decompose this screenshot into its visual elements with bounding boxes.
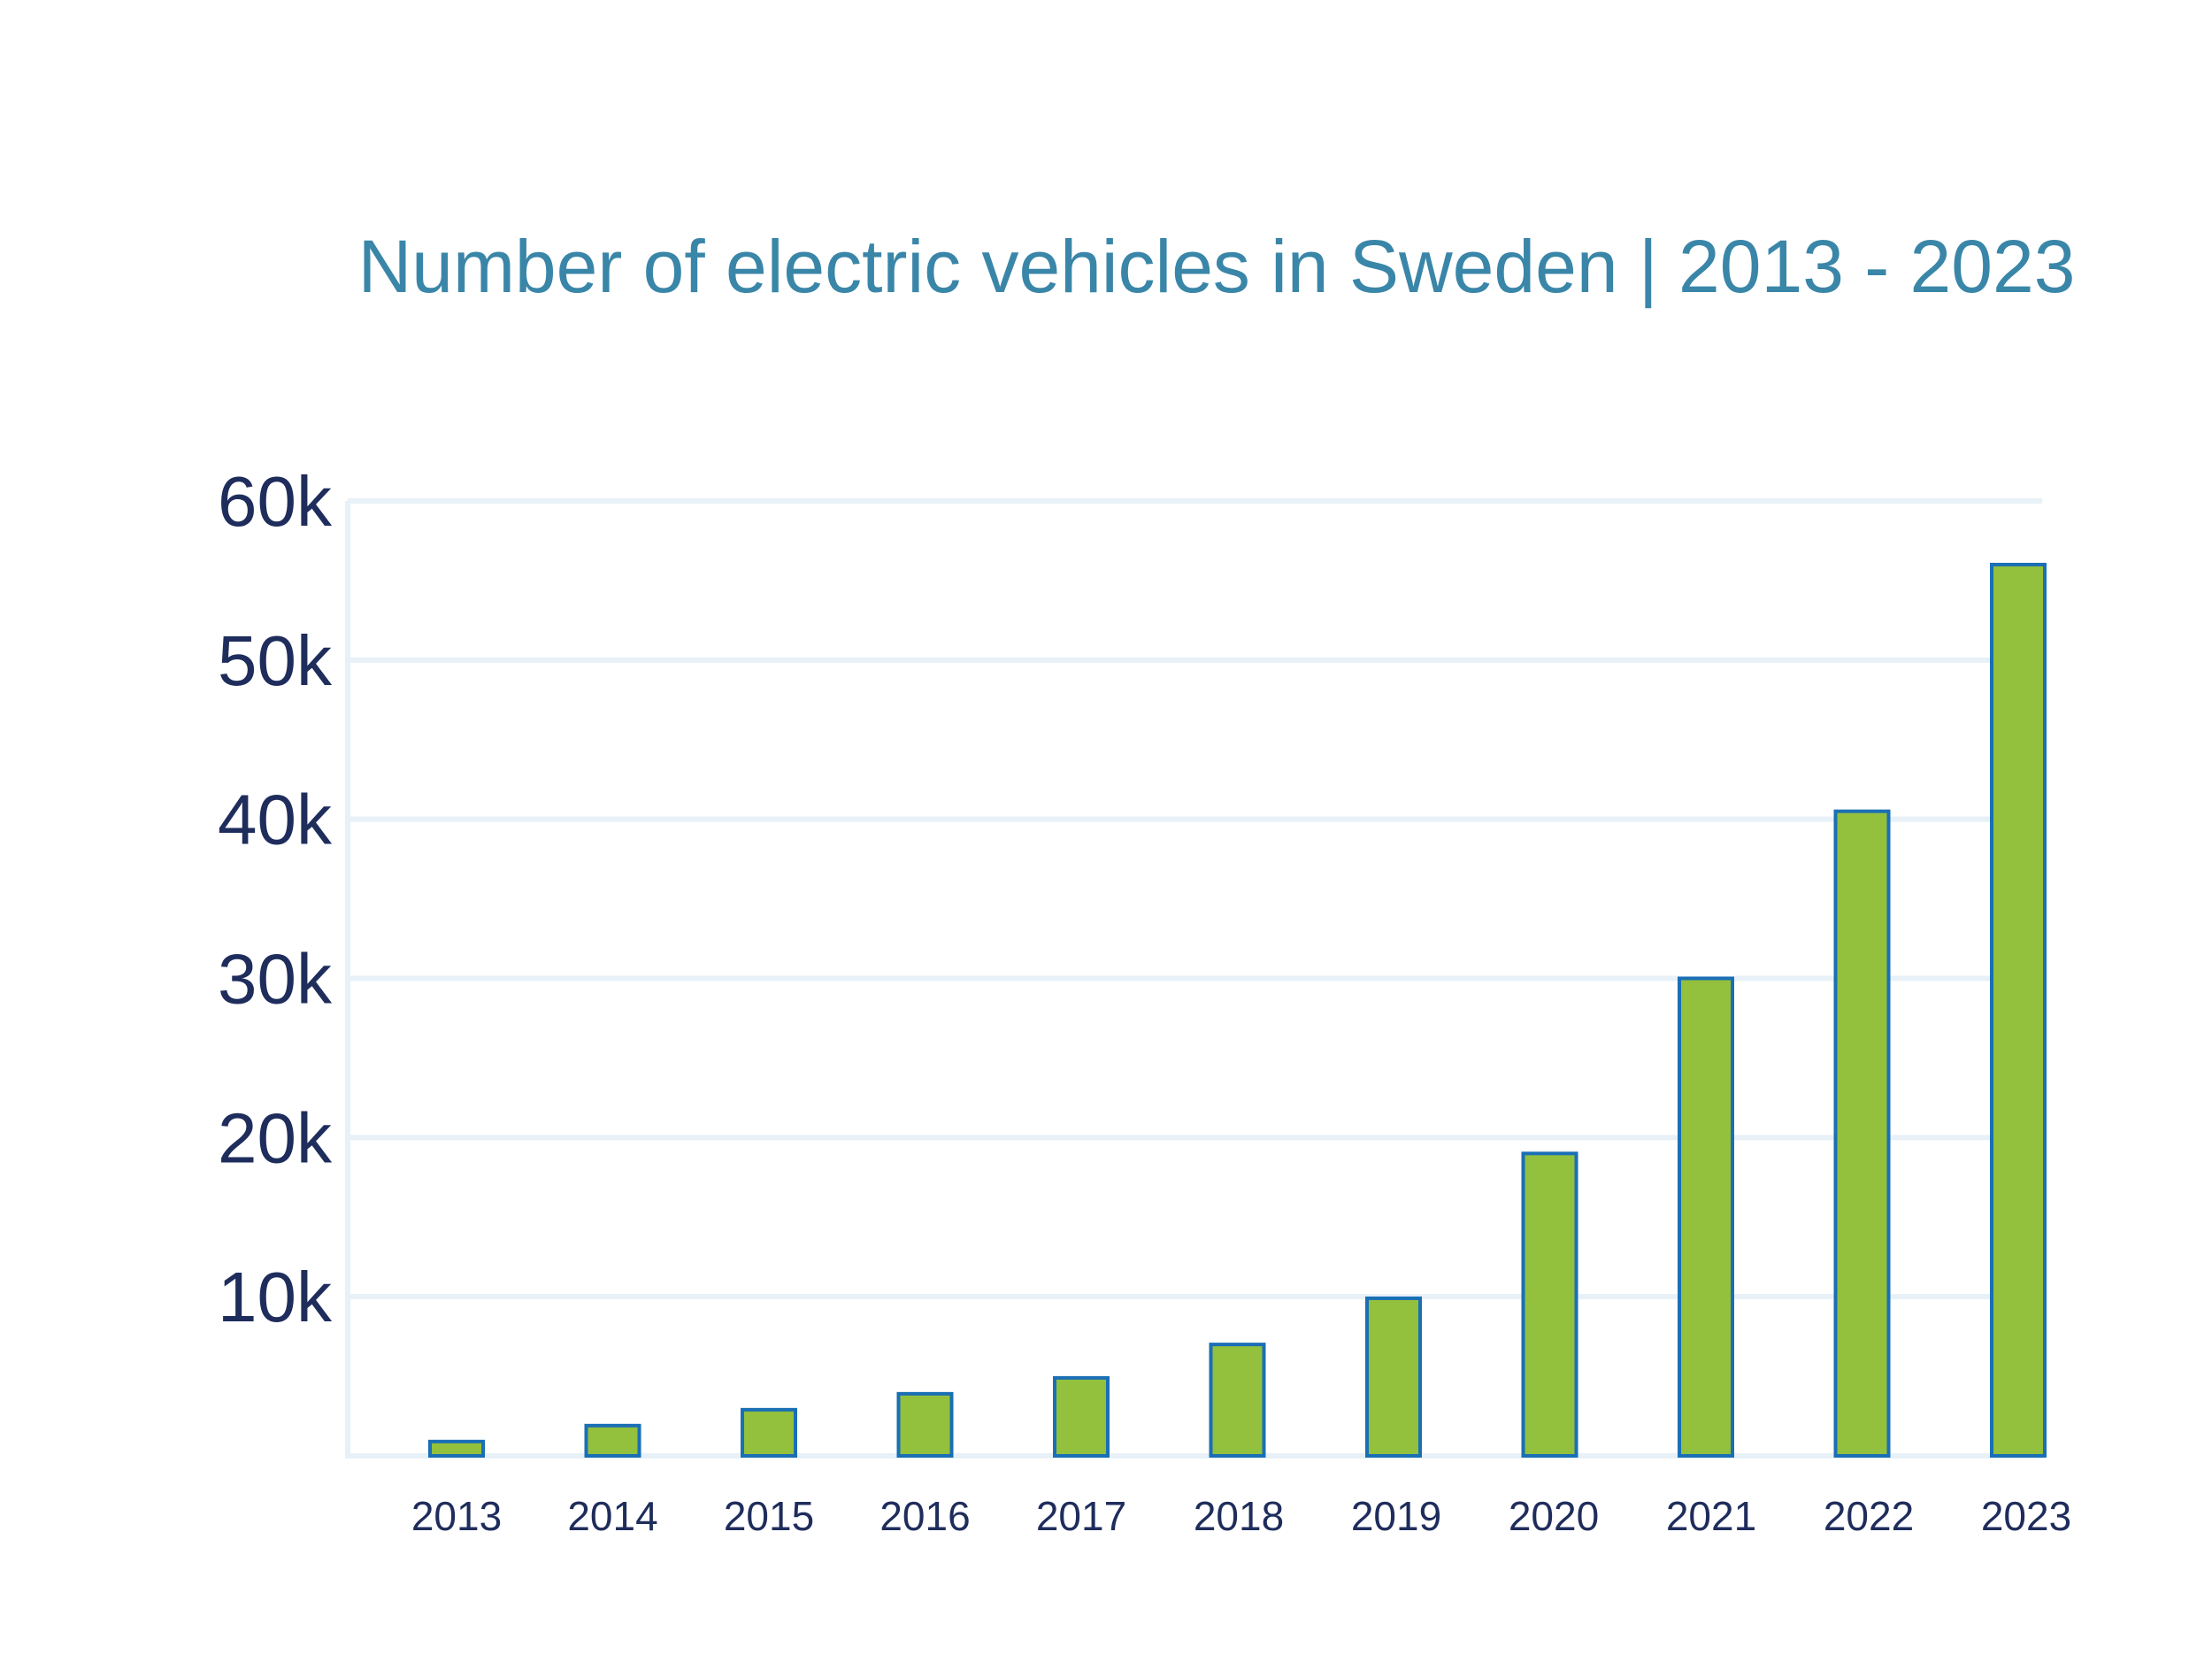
- bar-2017: [1053, 1375, 1110, 1459]
- bar-2013: [428, 1439, 485, 1458]
- bar-2022: [1833, 809, 1891, 1458]
- grid-lines: [348, 498, 2042, 1300]
- y-tick-label: 10k: [218, 1258, 333, 1336]
- bar-2019: [1365, 1296, 1422, 1458]
- x-tick-label: 2016: [879, 1493, 970, 1539]
- y-tick-label: 60k: [218, 462, 333, 541]
- x-tick-label: 2013: [411, 1493, 502, 1539]
- x-tick-labels: 2013 2014 2015 2016 2017 2018 2019 2020 2021 2022…: [411, 1493, 2071, 1539]
- x-tick-label: 2017: [1036, 1493, 1126, 1539]
- bars: [428, 562, 2047, 1459]
- bar-2021: [1678, 976, 1734, 1458]
- y-tick-label: 30k: [218, 940, 333, 1019]
- x-tick-label: 2021: [1666, 1493, 1756, 1539]
- bar-2015: [741, 1407, 797, 1459]
- y-tick-label: 20k: [218, 1098, 333, 1177]
- x-tick-label: 2015: [724, 1493, 814, 1539]
- y-tick-label: 50k: [218, 621, 333, 700]
- x-tick-label: 2020: [1509, 1493, 1599, 1539]
- x-tick-label: 2023: [1981, 1493, 2071, 1539]
- bar-2020: [1521, 1151, 1578, 1458]
- x-tick-label: 2019: [1351, 1493, 1441, 1539]
- x-tick-label: 2018: [1194, 1493, 1284, 1539]
- x-tick-label: 2014: [567, 1493, 657, 1539]
- x-tick-label: 2022: [1824, 1493, 1914, 1539]
- bar-2016: [896, 1391, 954, 1458]
- y-tick-labels: 10k 20k 30k 40k 50k 60k: [218, 462, 333, 1336]
- chart-title: Number of electric vehicles in Sweden | …: [358, 225, 2076, 308]
- bar-2023: [1990, 562, 2047, 1458]
- y-tick-label: 40k: [218, 781, 333, 859]
- bar-2014: [584, 1423, 641, 1458]
- bar-2018: [1209, 1343, 1266, 1459]
